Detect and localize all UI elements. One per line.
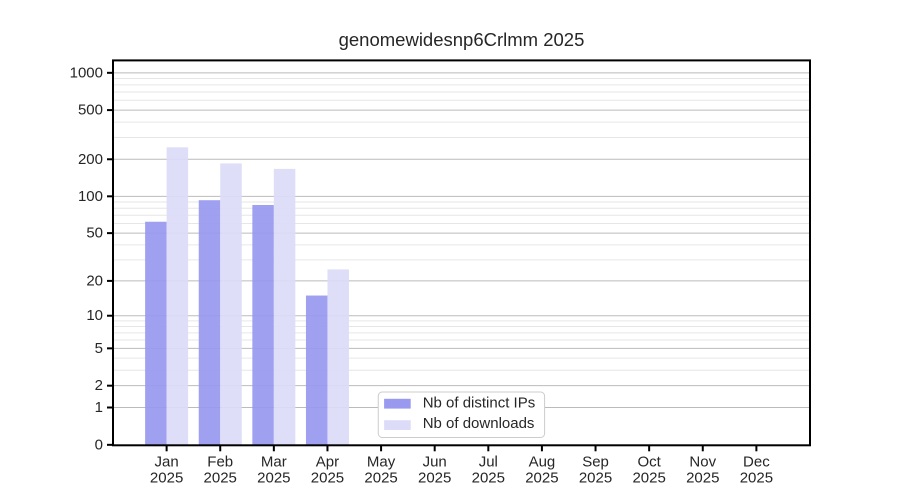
svg-text:1000: 1000 <box>70 64 103 81</box>
svg-text:2025: 2025 <box>632 469 665 486</box>
svg-text:Nb of distinct IPs: Nb of distinct IPs <box>423 394 536 411</box>
svg-text:Oct: Oct <box>637 453 661 470</box>
svg-text:2025: 2025 <box>204 469 237 486</box>
svg-text:2025: 2025 <box>686 469 719 486</box>
svg-text:2025: 2025 <box>150 469 183 486</box>
svg-text:100: 100 <box>78 188 103 205</box>
svg-text:2025: 2025 <box>525 469 558 486</box>
svg-text:2025: 2025 <box>472 469 505 486</box>
svg-text:2025: 2025 <box>740 469 773 486</box>
svg-text:Nb of downloads: Nb of downloads <box>423 415 535 432</box>
svg-text:Jan: Jan <box>155 453 179 470</box>
svg-text:2025: 2025 <box>311 469 344 486</box>
svg-text:2025: 2025 <box>364 469 397 486</box>
svg-text:2025: 2025 <box>579 469 612 486</box>
svg-text:2025: 2025 <box>418 469 451 486</box>
svg-text:Dec: Dec <box>743 453 770 470</box>
svg-text:Feb: Feb <box>207 453 233 470</box>
svg-text:May: May <box>367 453 396 470</box>
svg-text:2025: 2025 <box>257 469 290 486</box>
svg-text:50: 50 <box>86 225 103 242</box>
svg-text:Aug: Aug <box>529 453 556 470</box>
svg-text:500: 500 <box>78 102 103 119</box>
svg-text:20: 20 <box>86 272 103 289</box>
svg-text:genomewidesnp6Crlmm 2025: genomewidesnp6Crlmm 2025 <box>339 29 585 50</box>
svg-text:2: 2 <box>95 377 103 394</box>
svg-text:Mar: Mar <box>261 453 287 470</box>
svg-text:Sep: Sep <box>582 453 609 470</box>
svg-text:Nov: Nov <box>689 453 716 470</box>
svg-text:200: 200 <box>78 151 103 168</box>
svg-text:0: 0 <box>95 436 103 453</box>
svg-text:10: 10 <box>86 307 103 324</box>
svg-text:Apr: Apr <box>316 453 339 470</box>
svg-text:Jun: Jun <box>423 453 447 470</box>
svg-text:1: 1 <box>95 399 103 416</box>
svg-text:5: 5 <box>95 340 103 357</box>
svg-text:Jul: Jul <box>479 453 498 470</box>
